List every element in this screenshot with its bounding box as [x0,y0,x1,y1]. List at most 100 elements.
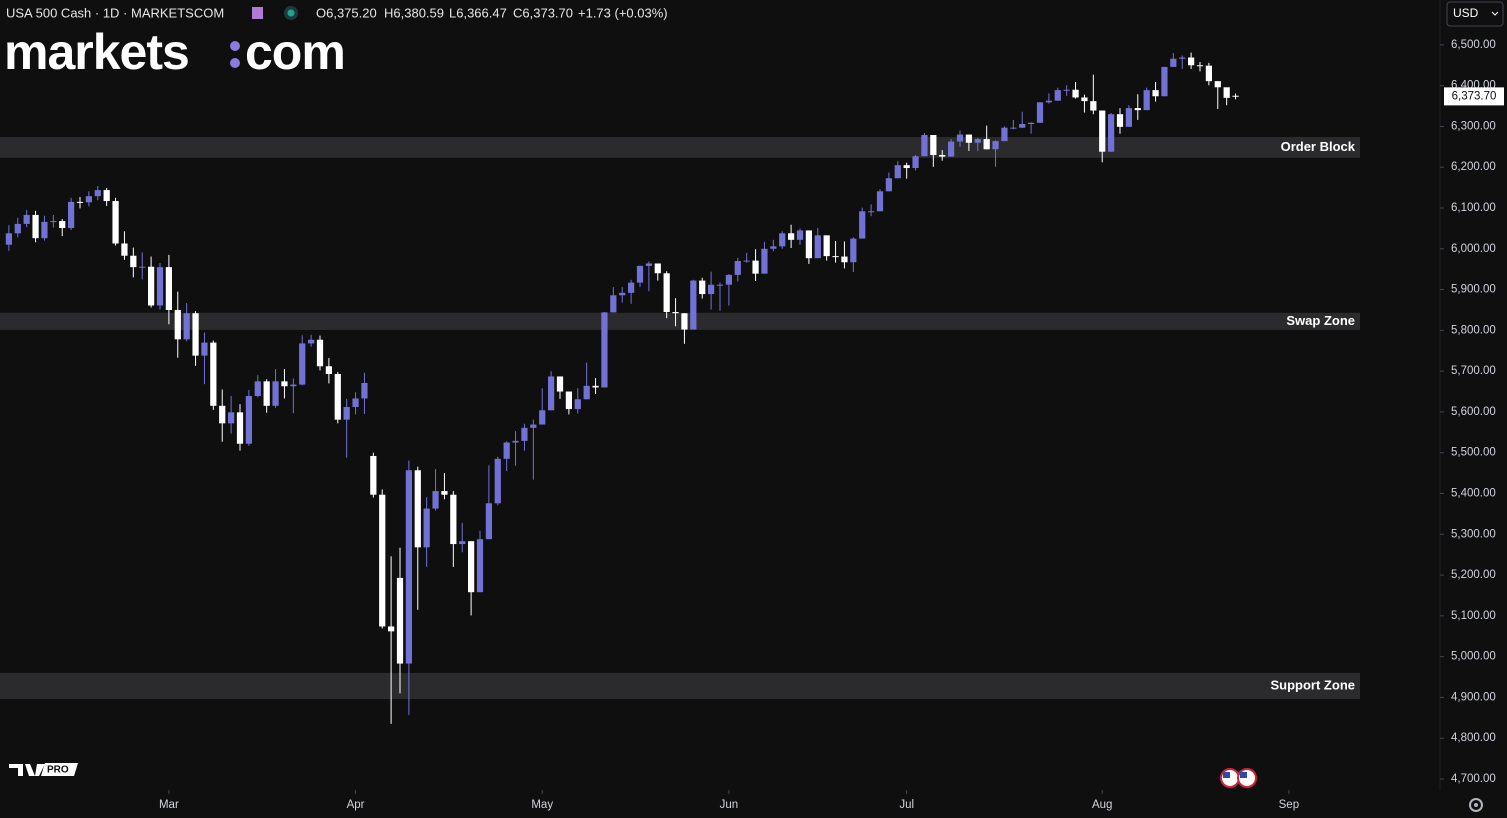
y-tick-label: 5,900.00 [1451,284,1496,296]
x-tick-label: Mar [159,799,179,811]
candle-body [708,284,715,295]
candle-body [876,191,884,212]
settings-icon[interactable] [1469,798,1483,812]
zone [0,672,1360,700]
candle-body [752,260,759,274]
candle-body [156,267,164,306]
candle-body [281,381,288,387]
candle-body [1196,65,1204,67]
last-price-tag [1444,87,1504,106]
candles [5,52,1239,724]
candle-body [441,491,448,495]
candle-body [1019,123,1026,128]
candle-body [956,134,964,142]
candle-body [343,407,350,420]
y-tick-label: 5,000.00 [1451,651,1496,663]
flag-canton [1223,772,1230,778]
gear[interactable] [1469,798,1483,812]
y-tick-label: 6,100.00 [1451,202,1496,214]
candle-body [468,541,475,593]
candle-body [1028,122,1035,124]
candle-body [299,343,306,385]
candle-body [23,214,30,224]
candle-body [1001,127,1008,142]
candle-body [1081,97,1088,102]
x-tick-label: Aug [1092,799,1112,811]
candle-body [1099,110,1106,152]
candle-body [859,211,866,239]
candle-body [894,165,901,179]
candle-body [361,382,368,399]
candle-body [592,385,599,388]
candle-body [1223,87,1230,98]
zone-label: Support Zone [1271,677,1356,692]
y-tick-label: 6,000.00 [1451,243,1496,255]
event-flags[interactable] [1220,768,1257,788]
candle-body [183,313,190,340]
candle-body [272,381,279,406]
tv-mark [9,764,45,776]
candle-body [485,503,492,540]
candle-body [814,235,821,259]
candle-body [556,376,564,392]
zone [0,312,1360,330]
candle-body [388,626,395,632]
candle-body [628,282,635,293]
chart-title: USA 500 Cash · 1D · MARKETSCOM [6,5,224,20]
candle-body [1116,114,1124,127]
y-tick-label: 5,300.00 [1451,528,1496,540]
candle-body [903,165,910,169]
candle-body [68,201,75,228]
candle-body [548,376,555,411]
candle-body [50,221,57,223]
candle-body [1036,102,1044,123]
candle-body [405,470,412,664]
candle-body [94,190,101,197]
candle-body [663,273,670,313]
y-tick-label: 6,300.00 [1451,120,1496,132]
x-tick-label: May [531,799,553,811]
gear-center [1474,803,1478,807]
candle-body [1108,114,1115,152]
candle-body [1188,57,1195,66]
zone [0,137,1360,158]
flag-icon [252,7,263,19]
candle-body [148,266,155,306]
candle-body [610,295,617,313]
candle-body [574,399,581,410]
candle-body [423,508,430,548]
candle-body [939,154,946,157]
candle-body [165,267,172,310]
ohlc-high: H6,380.59 [384,5,444,20]
candle-body [245,396,252,444]
currency-box[interactable] [1446,1,1504,27]
candle-body [308,339,315,344]
candle-body [583,385,590,400]
candle-body [1161,66,1168,97]
y-tick-label: 4,900.00 [1451,691,1496,703]
candle-body [85,196,92,203]
candle-body [619,292,626,296]
y-tick-label: 5,200.00 [1451,569,1496,581]
last-price-label: 6,373.70 [1452,90,1497,102]
candle-body [352,398,359,408]
candle-body [521,427,528,441]
candle-body [654,263,661,274]
candle-body [868,211,875,213]
candle-body [1179,57,1186,59]
currency-label[interactable]: USD [1453,6,1479,20]
candle-body [512,440,519,443]
candle-body [210,342,217,406]
candle-body [192,313,199,356]
currency-select[interactable]: USD [1446,1,1504,27]
tv-logo: PRO [9,763,78,776]
candle-body [761,248,768,274]
ohlc-close: C6,373.70 [513,5,573,20]
y-tick-label: 6,200.00 [1451,161,1496,173]
candle-body [325,366,332,374]
candle-body [743,260,750,262]
candle-body [992,141,999,150]
brand-dot [230,58,240,68]
pro-label: PRO [47,765,69,776]
